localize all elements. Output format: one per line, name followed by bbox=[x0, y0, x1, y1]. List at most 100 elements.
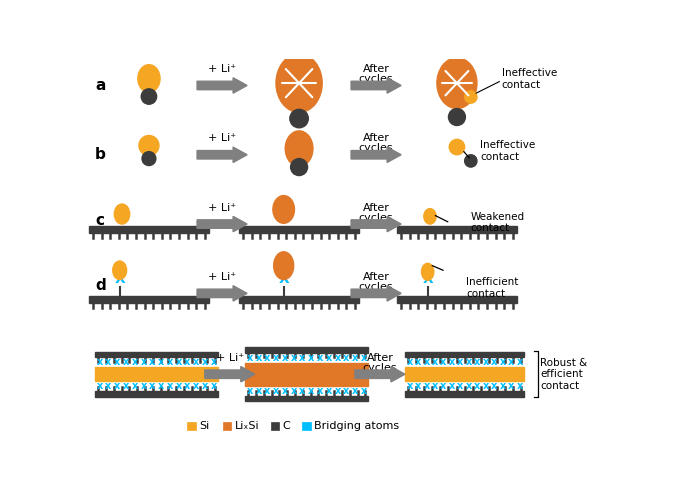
Text: x: x bbox=[97, 357, 103, 367]
Text: x: x bbox=[325, 386, 332, 396]
Text: x: x bbox=[499, 381, 506, 391]
Bar bbox=[302, 421, 310, 430]
Text: x: x bbox=[360, 386, 367, 396]
Text: x: x bbox=[193, 381, 199, 391]
Text: x: x bbox=[140, 357, 147, 367]
FancyArrow shape bbox=[197, 216, 247, 232]
Text: b: b bbox=[95, 147, 106, 162]
Text: cycles: cycles bbox=[359, 143, 393, 153]
Circle shape bbox=[464, 91, 477, 103]
Text: x: x bbox=[273, 353, 279, 363]
Text: Weakened
contact: Weakened contact bbox=[471, 212, 525, 233]
Text: X: X bbox=[422, 272, 433, 286]
Ellipse shape bbox=[276, 54, 322, 113]
Text: x: x bbox=[184, 381, 190, 391]
Ellipse shape bbox=[437, 58, 477, 109]
Text: x: x bbox=[123, 381, 129, 391]
Bar bbox=[95, 367, 219, 381]
Bar bbox=[240, 296, 359, 303]
Text: x: x bbox=[247, 386, 253, 396]
Text: x: x bbox=[114, 381, 121, 391]
Ellipse shape bbox=[113, 261, 127, 280]
Bar bbox=[89, 296, 209, 303]
Text: x: x bbox=[247, 353, 253, 363]
Text: x: x bbox=[449, 381, 455, 391]
Text: x: x bbox=[299, 386, 306, 396]
Text: x: x bbox=[352, 386, 358, 396]
Text: x: x bbox=[440, 381, 447, 391]
Bar bbox=[89, 226, 209, 233]
Text: x: x bbox=[175, 357, 182, 367]
Text: x: x bbox=[415, 381, 421, 391]
Text: x: x bbox=[352, 353, 358, 363]
Text: cycles: cycles bbox=[359, 74, 393, 84]
Circle shape bbox=[139, 135, 159, 156]
Text: x: x bbox=[210, 381, 216, 391]
Text: x: x bbox=[210, 357, 216, 367]
Text: x: x bbox=[458, 381, 464, 391]
Bar bbox=[245, 347, 369, 353]
Text: x: x bbox=[432, 357, 438, 367]
Text: X: X bbox=[278, 272, 289, 286]
FancyArrow shape bbox=[355, 367, 405, 382]
Circle shape bbox=[449, 109, 465, 125]
Bar bbox=[223, 421, 232, 430]
Text: x: x bbox=[158, 357, 164, 367]
Text: x: x bbox=[432, 381, 438, 391]
Bar bbox=[240, 226, 359, 233]
Text: x: x bbox=[440, 357, 447, 367]
Text: x: x bbox=[423, 381, 429, 391]
Text: x: x bbox=[264, 386, 271, 396]
Text: x: x bbox=[334, 386, 340, 396]
Text: a: a bbox=[95, 78, 105, 93]
Text: x: x bbox=[97, 381, 103, 391]
Circle shape bbox=[142, 152, 156, 165]
Text: Bridging atoms: Bridging atoms bbox=[314, 421, 399, 431]
Text: x: x bbox=[516, 381, 523, 391]
Text: x: x bbox=[184, 357, 190, 367]
Text: x: x bbox=[193, 357, 199, 367]
FancyArrow shape bbox=[205, 367, 255, 382]
Bar bbox=[405, 391, 524, 397]
Text: x: x bbox=[256, 353, 262, 363]
Text: x: x bbox=[132, 357, 138, 367]
Bar bbox=[95, 352, 219, 357]
Text: x: x bbox=[508, 381, 514, 391]
Text: x: x bbox=[491, 357, 497, 367]
Text: e: e bbox=[95, 367, 105, 382]
Text: + Li⁺: + Li⁺ bbox=[208, 203, 236, 212]
Text: x: x bbox=[491, 381, 497, 391]
Text: x: x bbox=[132, 381, 138, 391]
Ellipse shape bbox=[274, 252, 294, 280]
FancyArrow shape bbox=[351, 147, 401, 163]
Text: x: x bbox=[290, 386, 297, 396]
Circle shape bbox=[290, 109, 308, 128]
Text: cycles: cycles bbox=[359, 282, 393, 292]
Text: x: x bbox=[308, 386, 314, 396]
Text: x: x bbox=[406, 357, 412, 367]
Text: x: x bbox=[290, 353, 297, 363]
Text: Ineffective
contact: Ineffective contact bbox=[501, 69, 557, 90]
Text: x: x bbox=[175, 381, 182, 391]
Text: x: x bbox=[316, 353, 323, 363]
Text: x: x bbox=[299, 353, 306, 363]
Bar bbox=[245, 363, 369, 386]
Text: x: x bbox=[458, 357, 464, 367]
Text: x: x bbox=[474, 357, 480, 367]
Text: x: x bbox=[334, 353, 340, 363]
Text: x: x bbox=[466, 381, 472, 391]
Text: x: x bbox=[140, 381, 147, 391]
Text: Robust &
efficient
contact: Robust & efficient contact bbox=[540, 358, 587, 391]
Ellipse shape bbox=[138, 65, 160, 92]
Text: x: x bbox=[273, 386, 279, 396]
Text: x: x bbox=[123, 357, 129, 367]
Text: x: x bbox=[256, 386, 262, 396]
Text: x: x bbox=[483, 381, 489, 391]
FancyArrow shape bbox=[197, 78, 247, 93]
FancyArrow shape bbox=[351, 78, 401, 93]
Text: x: x bbox=[105, 357, 112, 367]
Text: x: x bbox=[264, 353, 271, 363]
Circle shape bbox=[141, 89, 157, 104]
Text: After: After bbox=[362, 272, 390, 282]
Bar bbox=[397, 226, 516, 233]
